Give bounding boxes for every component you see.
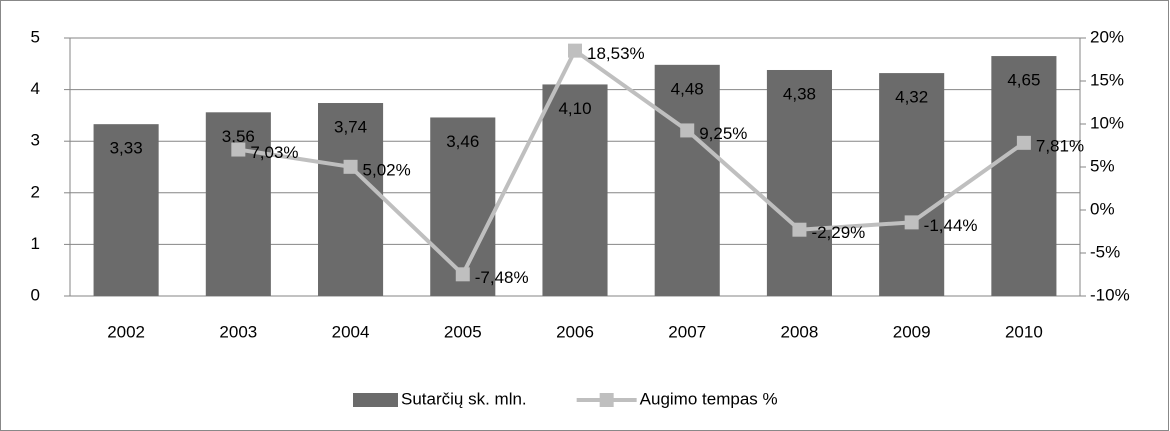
bar [654, 64, 720, 296]
bar-value-label: 3,74 [334, 118, 367, 137]
y2-tick-label: 15% [1090, 70, 1124, 89]
bar-value-label: 3,33 [110, 139, 143, 158]
y-tick-label: 2 [31, 182, 40, 201]
y-tick-label: 0 [31, 285, 40, 304]
line-value-label: 18,53% [587, 44, 645, 63]
line-marker [680, 123, 695, 138]
line-value-label: -7,48% [475, 268, 529, 287]
line-value-label: 7,81% [1036, 136, 1084, 155]
y2-tick-label: -5% [1090, 242, 1120, 261]
y2-tick-label: 20% [1090, 27, 1124, 46]
bar [542, 84, 608, 296]
line [238, 47, 1026, 278]
line-marker [343, 159, 358, 174]
line-marker [904, 215, 919, 230]
line-marker [1016, 135, 1031, 150]
line-marker [231, 142, 246, 157]
line-value-label: -1,44% [924, 216, 978, 235]
line-value-label: 9,25% [699, 124, 747, 143]
x-tick-label: 2008 [781, 322, 819, 341]
bar [766, 69, 832, 296]
y2-tick-label: 0% [1090, 199, 1115, 218]
line-marker [792, 222, 807, 237]
y2-tick-label: -10% [1090, 285, 1130, 304]
bar [430, 117, 496, 297]
bar-value-label: 4,65 [1007, 71, 1040, 90]
legend-marker [599, 393, 614, 407]
line-value-label: 7,03% [250, 143, 298, 162]
bar-value-label: 4,48 [671, 79, 704, 98]
line-marker [455, 267, 470, 282]
legend-label: Augimo tempas % [640, 389, 778, 408]
x-tick-label: 2005 [444, 322, 482, 341]
y-tick-label: 1 [31, 234, 40, 253]
x-tick-label: 2007 [668, 322, 706, 341]
bar-value-label: 4,38 [783, 84, 816, 103]
y-tick-label: 3 [31, 131, 40, 150]
bar [318, 103, 384, 297]
y-tick-label: 5 [31, 27, 40, 46]
legend-swatch [353, 393, 398, 407]
bar-value-label: 4,32 [895, 88, 928, 107]
y-tick-label: 4 [31, 79, 40, 98]
line-value-label: -2,29% [811, 223, 865, 242]
bar-value-label: 3,56 [222, 127, 255, 146]
x-tick-label: 2004 [332, 322, 370, 341]
bar-value-label: 3,46 [446, 132, 479, 151]
y2-tick-label: 5% [1090, 156, 1115, 175]
bar-value-label: 4,10 [558, 99, 591, 118]
x-tick-label: 2003 [219, 322, 257, 341]
y2-tick-label: 10% [1090, 113, 1124, 132]
x-tick-label: 2009 [893, 322, 931, 341]
line-marker [568, 43, 582, 58]
bar [879, 73, 945, 296]
bar [93, 124, 159, 296]
line-value-label: 5,02% [363, 160, 411, 179]
x-tick-label: 2010 [1005, 322, 1043, 341]
x-tick-label: 2006 [556, 322, 594, 341]
legend-label: Sutarčių sk. mln. [401, 389, 527, 408]
bar [991, 56, 1057, 297]
x-tick-label: 2002 [107, 322, 145, 341]
